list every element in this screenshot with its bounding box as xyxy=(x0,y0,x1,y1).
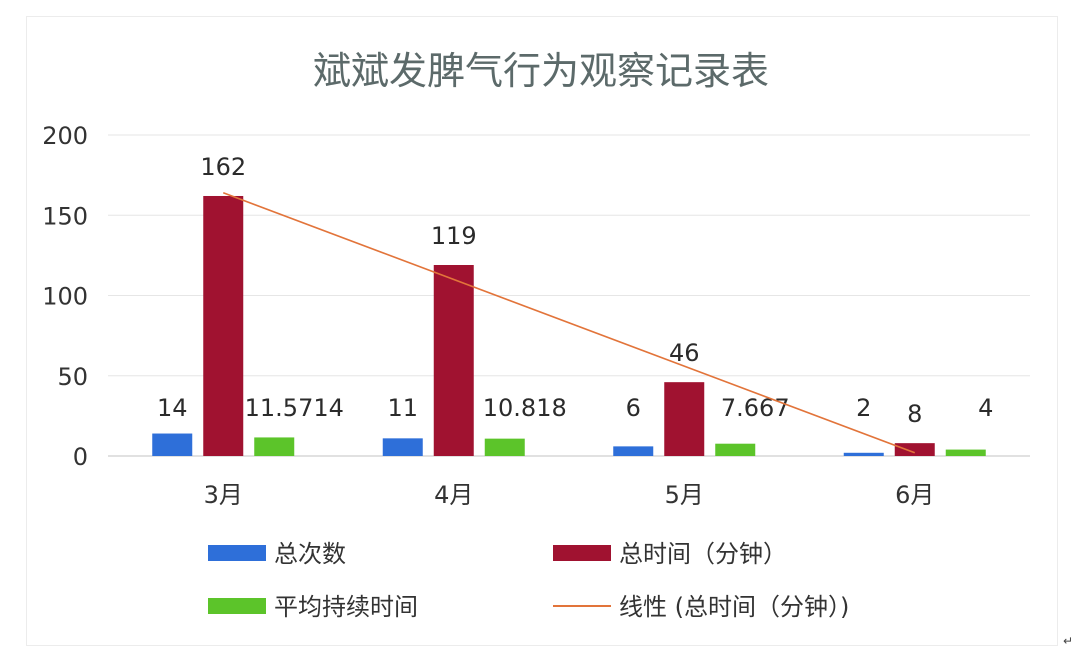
y-tick-label: 100 xyxy=(42,283,88,311)
y-tick-label: 200 xyxy=(42,122,88,150)
bar-2-6月 xyxy=(894,443,935,456)
chart-frame xyxy=(26,16,1058,646)
legend-label-1: 总次数 xyxy=(274,540,346,568)
data-label: 11 xyxy=(387,394,418,422)
x-tick-label: 4月 xyxy=(434,481,473,509)
data-label: 14 xyxy=(157,394,188,422)
bar-2-5月 xyxy=(664,382,705,456)
legend-label-2: 总时间（分钟） xyxy=(619,540,787,568)
paragraph-return-mark: ↵ xyxy=(1063,634,1074,648)
data-label: 11.5714 xyxy=(245,394,344,422)
data-label: 2 xyxy=(856,394,871,422)
data-label: 10.818 xyxy=(483,394,567,422)
bar-3-6月 xyxy=(945,449,986,456)
bar-3-5月 xyxy=(715,443,756,456)
legend-label-trendline: 线性 (总时间（分钟）) xyxy=(619,593,849,621)
bar-3-4月 xyxy=(484,438,525,456)
bar-3-3月 xyxy=(254,437,295,456)
x-tick-label: 6月 xyxy=(895,481,934,509)
chart-title: 斌斌发脾气行为观察记录表 xyxy=(313,49,769,93)
data-label: 8 xyxy=(907,400,922,428)
x-tick-label: 3月 xyxy=(204,481,243,509)
trendline xyxy=(222,192,916,454)
bar-2-4月 xyxy=(433,265,474,456)
x-tick-label: 5月 xyxy=(665,481,704,509)
legend-swatch-3 xyxy=(208,598,266,614)
data-label: 6 xyxy=(626,394,641,422)
data-label: 7.667 xyxy=(721,394,790,422)
legend-label-3: 平均持续时间 xyxy=(274,593,418,621)
legend-swatch-1 xyxy=(208,545,266,561)
data-label: 162 xyxy=(200,153,246,181)
data-label: 46 xyxy=(669,339,700,367)
legend-swatch-2 xyxy=(553,545,611,561)
bar-1-3月 xyxy=(152,433,193,456)
bar-1-6月 xyxy=(843,452,884,456)
bar-2-3月 xyxy=(203,195,244,457)
bar-1-4月 xyxy=(382,438,423,456)
data-label: 4 xyxy=(978,394,993,422)
data-label: 119 xyxy=(431,222,477,250)
y-tick-label: 50 xyxy=(57,363,88,391)
bar-1-5月 xyxy=(613,446,654,456)
y-tick-label: 150 xyxy=(42,202,88,230)
y-tick-label: 0 xyxy=(73,443,88,471)
